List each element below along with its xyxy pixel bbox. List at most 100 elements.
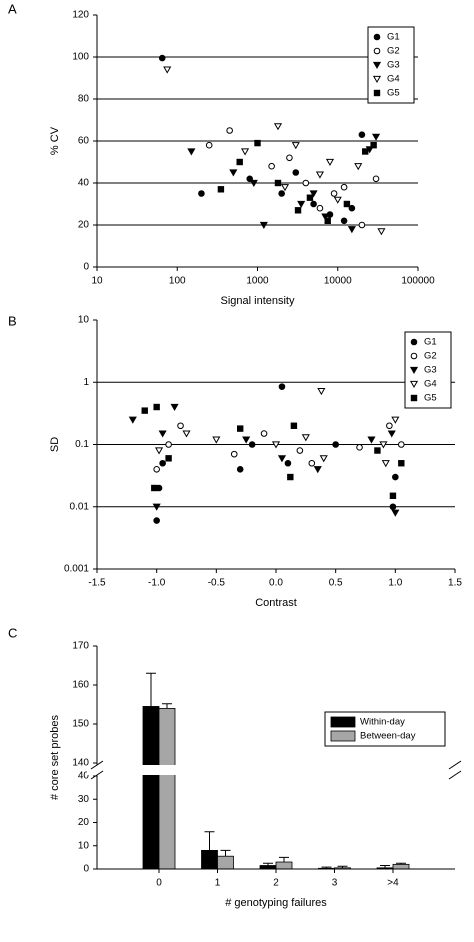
y-tick-label: 0.001 [64,564,89,575]
legend-marker [409,380,419,389]
x-axis-title: # genotyping failures [225,897,327,909]
point [371,133,381,141]
y-tick-label: 40 [78,178,90,189]
point [212,436,221,444]
y-tick-label: 80 [78,94,90,105]
legend-marker [410,338,418,346]
legend-label: G2 [387,46,400,57]
y-axis-title: # core set probes [49,715,61,800]
legend-marker [373,89,381,97]
point [287,473,294,481]
point [259,221,268,230]
point [370,142,377,149]
bar [158,708,176,870]
point [386,422,393,430]
point [301,434,310,442]
x-tick-label: 2 [273,878,279,889]
bar [201,850,218,870]
point [286,154,293,162]
point [290,422,298,429]
point [271,441,281,449]
legend-label: G3 [387,60,400,71]
point [291,142,300,150]
point [389,492,397,499]
x-tick-label: 3 [332,878,338,889]
point [389,503,397,511]
point [398,441,405,448]
point [308,459,316,467]
bar [392,863,410,870]
error-bar [380,865,390,868]
y-tick-label: 0.1 [75,439,89,450]
y-tick-label: 160 [72,680,89,691]
point [236,158,243,166]
error-bar [162,703,172,709]
error-bar [146,672,156,707]
point [302,179,310,187]
point [170,403,179,412]
point [324,217,331,225]
error-bar [263,862,273,866]
legend-marker [410,352,418,360]
point [230,450,238,458]
y-tick-label: 100 [72,52,89,63]
y-tick-label: 120 [72,10,89,21]
point [310,200,317,208]
point [273,123,283,131]
point [153,517,160,524]
points [158,54,386,236]
point [340,217,348,225]
point [362,148,369,155]
point [236,465,244,473]
break-mark [90,770,104,780]
bar [217,855,234,870]
x-tick-label: 0.5 [329,578,343,589]
x-axis-title: Contrast [255,597,297,609]
panel-label: C [8,625,17,640]
error-bar [321,866,332,869]
y-tick-label: 0.01 [70,501,90,512]
legend-label: Between-day [360,731,416,742]
point [398,460,405,467]
y-tick-label: 20 [78,220,90,231]
point [165,441,172,448]
point [226,127,233,134]
point [325,158,335,167]
y-tick-label: 0 [83,864,89,875]
point [297,200,306,209]
x-tick-label: >4 [387,878,399,889]
break-mark [448,770,462,780]
point [152,503,161,511]
point [321,213,330,221]
bar [142,706,160,870]
y-tick-label: 40 [78,771,90,782]
y-tick-label: 150 [72,719,89,730]
y-tick-label: 170 [72,641,89,652]
point [128,416,137,424]
point [242,436,251,444]
legend-label: G3 [424,365,437,376]
x-tick-label: 1 [215,878,221,889]
point [392,473,399,481]
y-tick-label: 140 [72,758,89,769]
point [260,430,268,437]
point [158,430,167,438]
error-bar [279,856,289,863]
point [367,436,376,444]
point [198,190,205,197]
point [154,447,164,455]
point [330,190,338,197]
point [153,403,160,411]
break-mark [448,760,462,770]
x-tick-label: 0 [156,878,162,889]
point [241,148,250,156]
axis-break [87,765,465,775]
y-axis-title: SD [49,437,61,452]
point [268,162,275,170]
point [317,388,326,396]
point [356,444,363,451]
legend-marker [409,366,419,375]
legend-marker [373,47,381,55]
